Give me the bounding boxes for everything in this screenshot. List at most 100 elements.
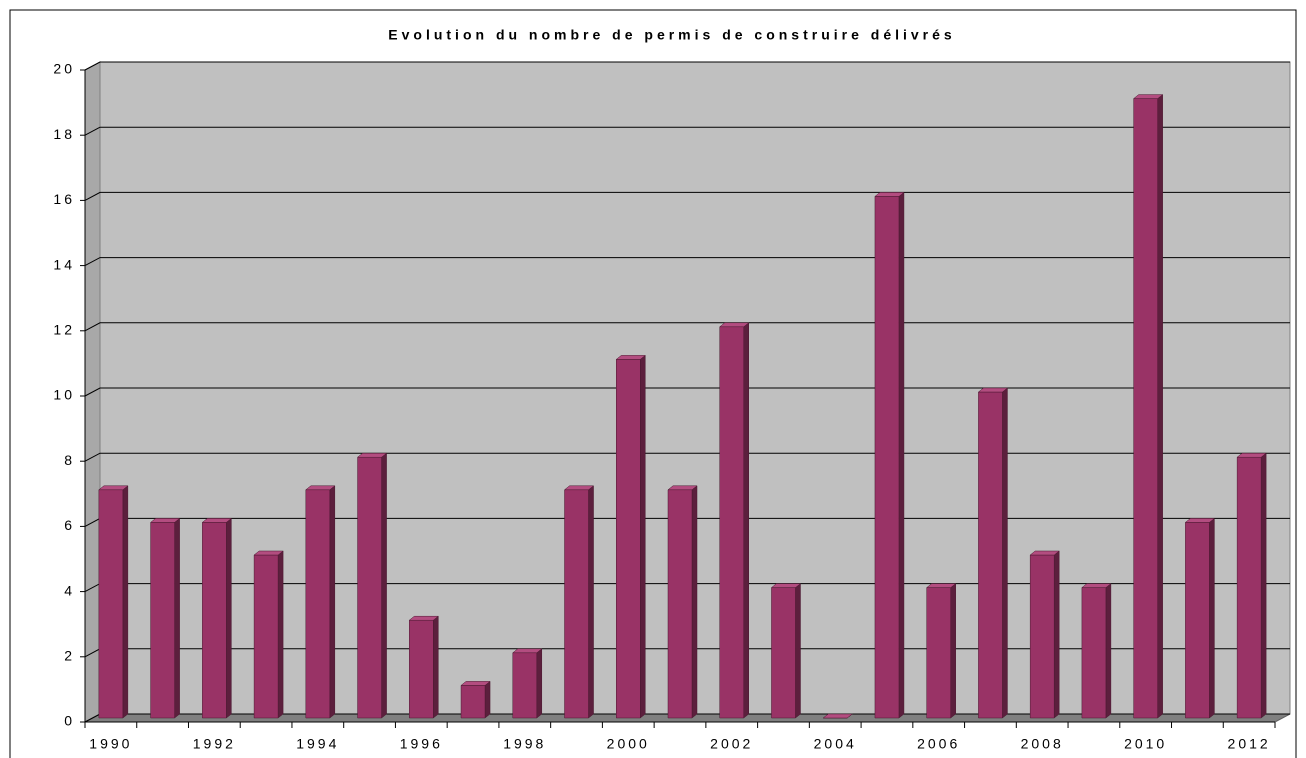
bar-side (1209, 517, 1215, 719)
bar (201, 517, 233, 719)
bar-top (719, 322, 750, 328)
bar-top (253, 550, 284, 556)
bar-front (771, 587, 796, 719)
y-tick-label: 20 (53, 61, 75, 77)
bar-front (1029, 554, 1055, 719)
bar (615, 354, 646, 719)
bar (1081, 583, 1112, 719)
bar-front (98, 489, 124, 719)
bar-top (512, 648, 543, 654)
bar-top (201, 518, 233, 523)
bar-top (1184, 518, 1216, 523)
bar-front (202, 522, 227, 719)
bar (512, 648, 543, 719)
bar-top (822, 713, 853, 719)
bar-side (640, 354, 646, 719)
x-tick-label: 2010 (1124, 736, 1167, 752)
y-tick-label: 2 (64, 648, 75, 664)
bar-top (1029, 550, 1060, 556)
bar-front (926, 587, 951, 719)
bar-side (1157, 94, 1163, 719)
bar (563, 485, 595, 719)
bar (356, 452, 388, 719)
bar-side (588, 485, 594, 719)
bar (770, 583, 802, 719)
y-tick-label: 14 (53, 256, 75, 272)
bar-top (667, 485, 698, 491)
grid-line (84, 126, 1290, 136)
bar-side (381, 452, 387, 719)
x-tick-label: 1990 (89, 736, 132, 752)
bar-top (563, 485, 595, 491)
x-tick-label: 2004 (814, 736, 857, 752)
bar (977, 387, 1009, 719)
x-tick-label: 1996 (400, 736, 443, 752)
bar-front (150, 522, 175, 719)
bar-front (409, 619, 434, 719)
bar (98, 485, 129, 719)
bar-front (616, 359, 641, 719)
bar-side (950, 583, 956, 719)
bar-side (174, 517, 180, 719)
bar-top (615, 355, 646, 360)
bar-front (1081, 587, 1107, 719)
bar-front (460, 685, 486, 719)
bar-front (1236, 456, 1262, 719)
bar-side (1260, 452, 1267, 719)
x-tick-label: 2012 (1228, 736, 1271, 752)
bar-front (1185, 522, 1210, 719)
bar-top (1132, 94, 1164, 99)
bar-side (743, 322, 749, 719)
bar-side (536, 648, 543, 719)
y-tick-label: 16 (53, 191, 75, 207)
bar-top (977, 387, 1009, 393)
bar-side (1105, 583, 1112, 719)
bar-top (305, 485, 336, 491)
bar-top (1236, 452, 1267, 458)
bar-top (408, 615, 440, 621)
x-tick-label: 2006 (917, 736, 960, 752)
bar-top (149, 518, 181, 523)
bar-front (667, 489, 693, 719)
bar-side (122, 485, 129, 719)
bar-top (874, 192, 905, 197)
bar (1184, 517, 1216, 719)
bar-front (305, 489, 331, 719)
bar-side (1053, 550, 1060, 719)
y-tick-label: 4 (64, 582, 75, 598)
bar-side (1002, 387, 1008, 719)
bar (1029, 550, 1060, 719)
bar-front (874, 196, 900, 719)
bar (925, 583, 957, 719)
bar-side (484, 680, 491, 719)
bar-front (1133, 98, 1158, 719)
bar-front (357, 456, 382, 719)
x-tick-label: 1994 (296, 736, 339, 752)
bar (408, 615, 440, 719)
y-tick-label: 18 (53, 126, 75, 142)
bar (149, 517, 181, 719)
bar-front (564, 489, 589, 719)
y-tick-label: 12 (53, 322, 75, 338)
y-tick-label: 6 (64, 517, 75, 533)
bar-front (978, 391, 1003, 719)
x-tick-label: 2008 (1021, 736, 1064, 752)
bar-top (925, 583, 957, 588)
bar-side (226, 517, 232, 719)
bar-side (433, 615, 439, 719)
bar-front (512, 652, 538, 719)
bar-side (898, 191, 905, 719)
bar-front (719, 326, 744, 719)
bar-top (770, 583, 802, 588)
bar (874, 191, 905, 719)
y-tick-label: 10 (53, 387, 75, 403)
bar (667, 485, 698, 719)
x-tick-label: 1998 (503, 736, 546, 752)
bar-top (356, 452, 388, 458)
x-tick-label: 1992 (193, 736, 236, 752)
bar (1132, 94, 1164, 719)
bar (253, 550, 284, 719)
chart-title: Evolution du nombre de permis de constru… (388, 27, 955, 43)
bar-side (277, 550, 284, 719)
bar-top (1081, 583, 1112, 588)
